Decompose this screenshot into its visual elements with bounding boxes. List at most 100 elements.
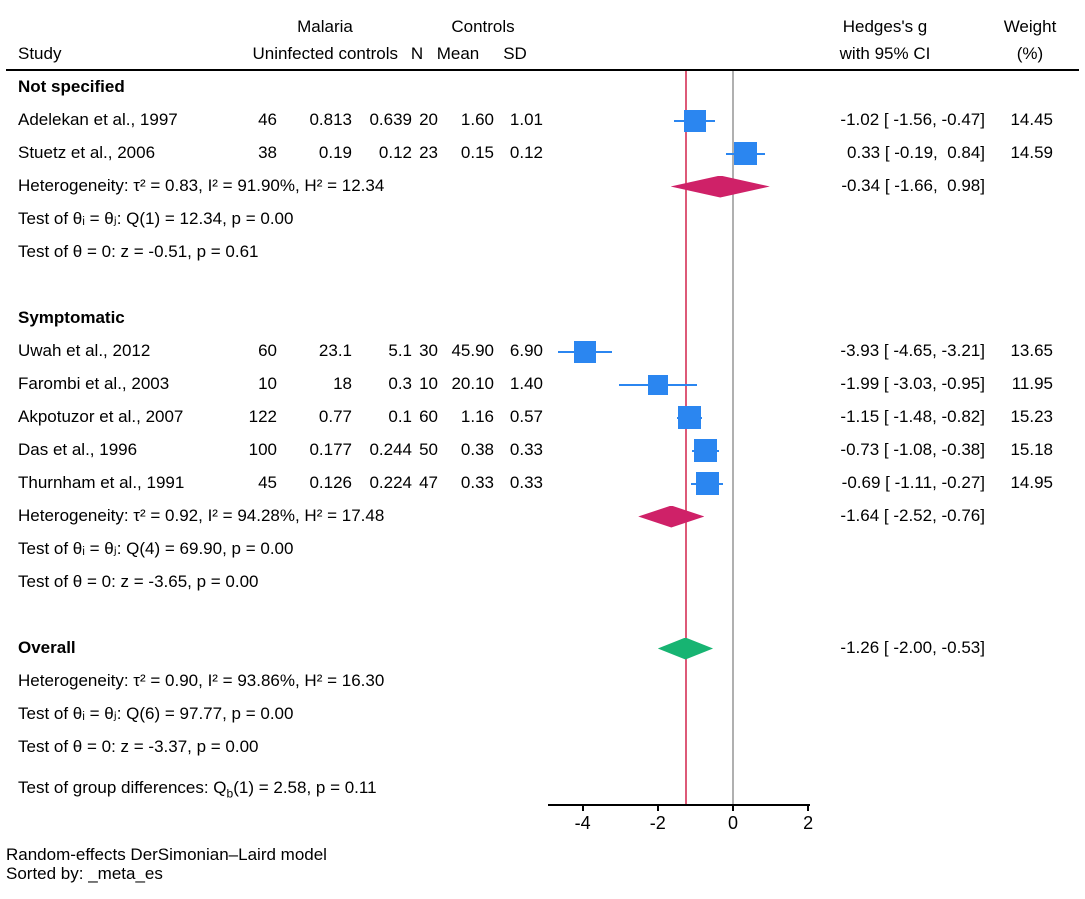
header-rule [6,69,1079,71]
column-header-sd: SD [503,44,527,63]
es-ci-value: -0.69 [ -1.11, -0.27] [841,473,985,492]
data-cell: 47 [419,473,438,492]
column-header-n: N [410,44,424,63]
data-cell: 50 [419,440,438,459]
data-cell: 18 [333,374,352,393]
weight-header-line1: Weight [1003,17,1057,36]
effect-square [683,109,706,132]
ref-line-overall [684,71,687,805]
stat-label: Test of θ = 0: z = -3.37, p = 0.00 [18,737,259,756]
group2-header: Controls [451,17,515,36]
weight-header-line2: (%) [1016,44,1044,63]
x-axis-tick [807,805,810,811]
study-row: Uwah et al., 2012 60 23.1 5.1 30 45.90 6.90 -3.… [0,335,1085,368]
effect-square [648,374,669,395]
effect-square [695,472,719,495]
model-note: Random-effects DerSimonian–Laird model [6,845,327,864]
data-cell: 100 [248,440,277,459]
es-ci-value: -1.02 [ -1.56, -0.47] [840,110,985,129]
x-axis-tick-label: 0 [727,813,738,833]
data-cell: 60 [419,407,438,426]
study-label: Akpotuzor et al., 2007 [18,407,184,426]
data-cell: 0.177 [309,440,352,459]
es-ci-value: -0.73 [ -1.08, -0.38] [840,440,985,459]
study-row: Akpotuzor et al., 2007 122 0.77 0.1 60 1.16 0.… [0,401,1085,434]
data-cell: 0.12 [378,143,412,162]
data-cell: 0.38 [460,440,494,459]
data-cell: 0.33 [509,473,543,492]
study-label: Stuetz et al., 2006 [18,143,156,162]
data-cell: 0.33 [460,473,494,492]
data-cell: 23.1 [318,341,352,360]
x-axis-tick [581,805,584,811]
sort-note: Sorted by: _meta_es [6,864,163,883]
section-label: Symptomatic [18,308,125,327]
study-label: Uwah et al., 2012 [18,341,151,360]
stat-row: Heterogeneity: τ² = 0.90, I² = 93.86%, H… [0,665,1085,698]
data-cell: 10 [419,374,438,393]
study-row: Adelekan et al., 1997 46 0.813 0.639 20 1.60 1… [0,104,1085,137]
study-label: Farombi et al., 2003 [18,374,170,393]
subtotal-diamond [670,175,770,198]
effect-square [678,406,702,429]
stat-row: Test of θᵢ = θⱼ: Q(4) = 69.90, p = 0.00 [0,533,1085,566]
group-differences-label: Test of group differences: Qb(1) = 2.58,… [18,778,377,801]
effect-square [733,142,757,165]
data-cell: 0.57 [509,407,543,426]
es-ci-value: 0.33 [ -0.19, 0.84] [847,143,985,162]
x-axis-line [548,804,810,806]
column-header-mean: Mean [436,44,480,63]
data-cell: 46 [258,110,277,129]
section-row: Not specified [0,71,1085,104]
data-cell: 5.1 [388,341,412,360]
overall-row: Overall -1.26 [ -2.00, -0.53] [0,632,1085,665]
stat-label: Heterogeneity: τ² = 0.83, I² = 91.90%, H… [18,176,385,195]
x-axis-tick [656,805,659,811]
es-header-line2: with 95% CI [839,44,931,63]
data-cell: 23 [419,143,438,162]
stat-label: Test of θᵢ = θⱼ: Q(4) = 69.90, p = 0.00 [18,539,294,558]
data-cell: 122 [248,407,277,426]
section-row: Symptomatic [0,302,1085,335]
groupdiff-row: Test of group differences: Qb(1) = 2.58,… [0,772,1085,805]
weight-value: 15.23 [1010,407,1053,426]
stat-row: Test of θ = 0: z = -3.37, p = 0.00 [0,731,1085,764]
blank-row [0,599,1085,632]
subtotal-diamond [638,505,705,528]
data-cell: 10 [258,374,277,393]
data-cell: 0.1 [388,407,412,426]
study-label: Adelekan et al., 1997 [18,110,178,129]
es-header-line1: Hedges's g [842,17,928,36]
group1-header: Malaria [297,17,353,36]
data-cell: 0.19 [318,143,352,162]
stat-label: Test of θ = 0: z = -3.65, p = 0.00 [18,572,259,591]
stat-label: Test of θ = 0: z = -0.51, p = 0.61 [18,242,259,261]
es-ci-value: -0.34 [ -1.66, 0.98] [841,176,985,195]
weight-value: 15.18 [1010,440,1053,459]
stat-row: Test of θ = 0: z = -3.65, p = 0.00 [0,566,1085,599]
data-cell: 0.224 [369,473,412,492]
es-ci-value: -1.99 [ -3.03, -0.95] [840,374,985,393]
effect-square [694,439,718,462]
data-cell: 0.12 [509,143,543,162]
study-label: Thurnham et al., 1991 [18,473,185,492]
data-cell: 30 [419,341,438,360]
weight-value: 11.95 [1011,374,1053,393]
es-ci-value: -1.15 [ -1.48, -0.82] [840,407,985,426]
data-cell: 20 [419,110,438,129]
data-cell: 0.3 [388,374,412,393]
data-cell: 0.126 [309,473,352,492]
data-cell: 0.77 [318,407,352,426]
data-cell: 20.10 [451,374,494,393]
study-row: Das et al., 1996 100 0.177 0.244 50 0.38 0.33 -… [0,434,1085,467]
stat-row: Test of θᵢ = θⱼ: Q(6) = 97.77, p = 0.00 [0,698,1085,731]
column-header-study: Study [18,44,62,63]
study-row: Stuetz et al., 2006 38 0.19 0.12 23 0.15 0.12 0… [0,137,1085,170]
section-label: Not specified [18,77,125,96]
data-cell: 1.60 [460,110,494,129]
stat-row: Test of θᵢ = θⱼ: Q(1) = 12.34, p = 0.00 [0,203,1085,236]
weight-value: 14.59 [1010,143,1053,162]
data-cell: 1.16 [460,407,494,426]
x-axis-tick-label: -4 [574,813,591,833]
data-cell: 45.90 [451,341,494,360]
